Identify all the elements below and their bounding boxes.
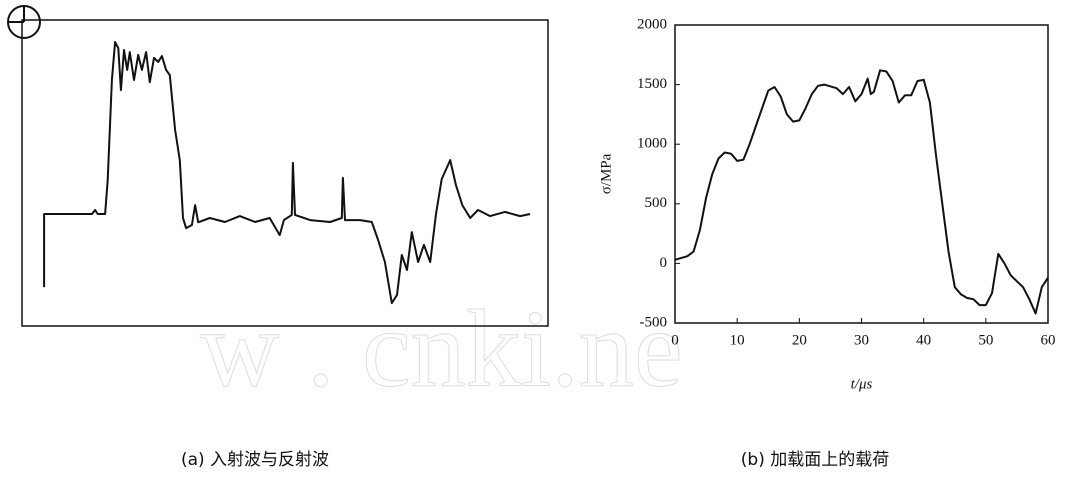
caption: (b) 加载面上的载荷 [741,450,889,470]
y-tick-label: 500 [645,195,668,211]
y-tick-label: -500 [640,314,668,330]
data-line [675,70,1048,313]
y-axis-label: σ/MPa [598,153,614,194]
x-tick-label: 10 [730,332,745,348]
plot-frame [22,20,548,326]
figure: w . cnki.ne (a) 入射波与反射波-5000500100015002… [0,0,1067,478]
data-line [44,42,530,303]
x-tick-label: 0 [671,332,679,348]
y-tick-label: 1000 [637,136,667,152]
x-tick-label: 60 [1041,332,1056,348]
x-tick-label: 40 [916,332,931,348]
clock-icon [8,6,40,38]
y-tick-label: 0 [660,255,668,271]
plot-frame [675,25,1048,323]
x-axis-label: t/μs [851,376,873,392]
x-tick-label: 20 [792,332,807,348]
caption: (a) 入射波与反射波 [181,450,329,470]
watermark: w . cnki.ne [200,287,683,409]
y-tick-label: 1500 [637,76,667,92]
x-tick-label: 50 [978,332,993,348]
y-tick-label: 2000 [637,16,667,32]
x-tick-label: 30 [854,332,869,348]
